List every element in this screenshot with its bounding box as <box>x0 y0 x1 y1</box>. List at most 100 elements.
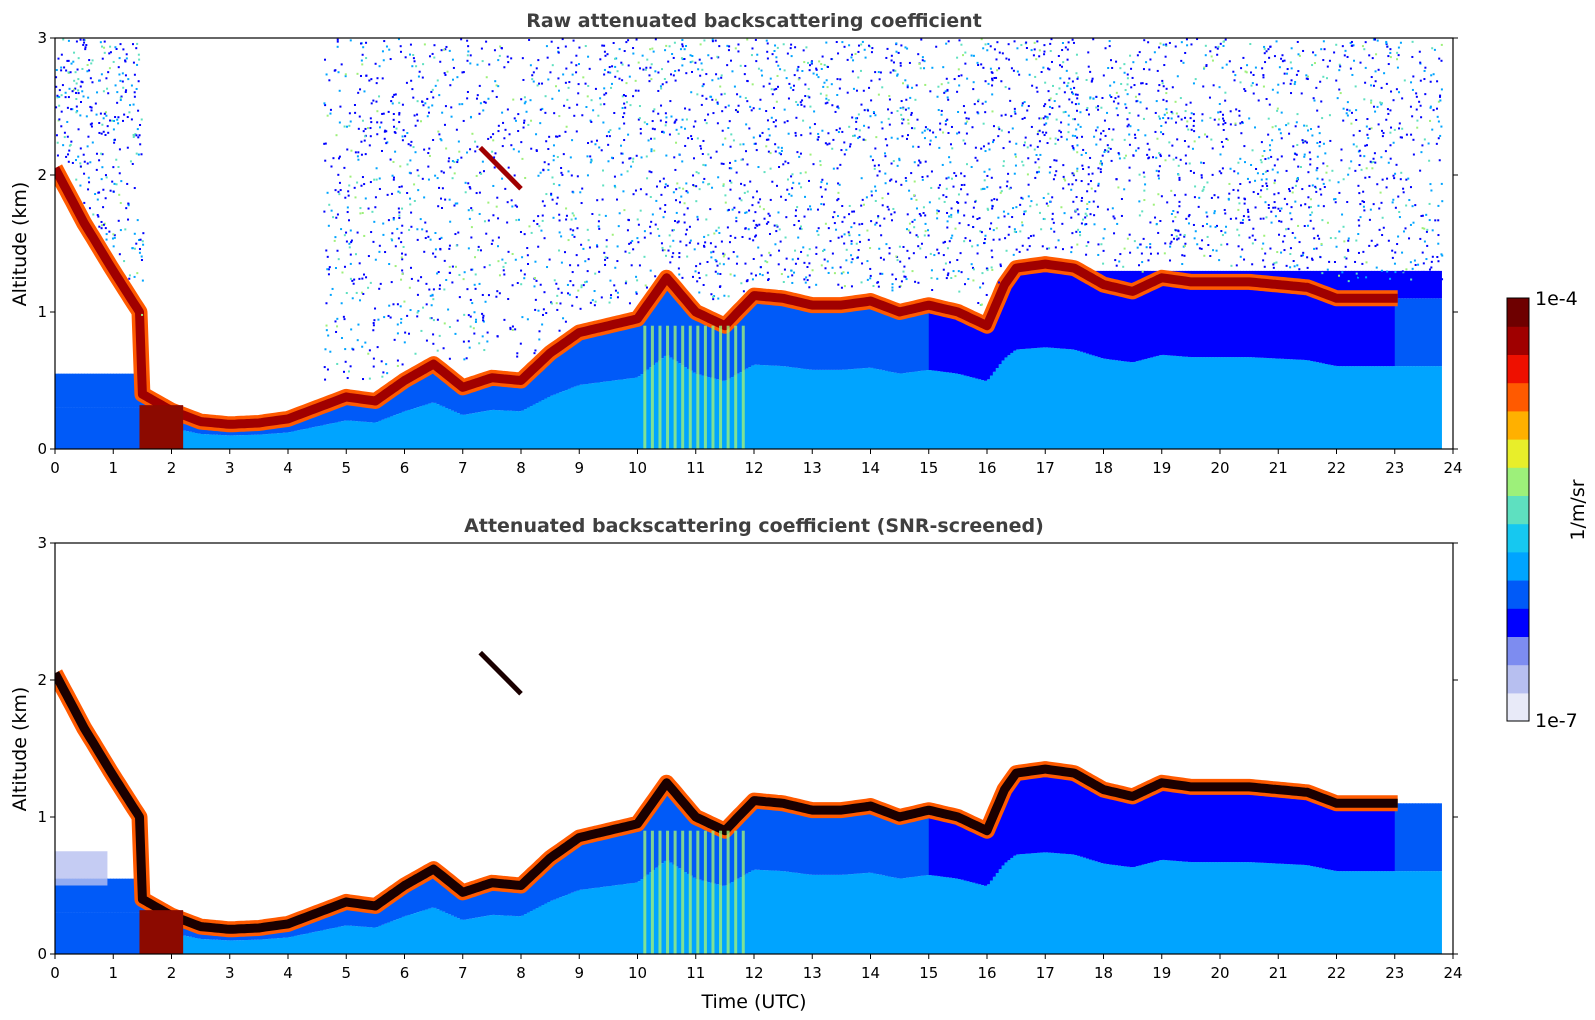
noise-pixel <box>1085 152 1088 155</box>
noise-pixel <box>1263 45 1266 48</box>
aerosol-column <box>474 412 478 449</box>
noise-pixel <box>924 160 927 163</box>
noise-pixel <box>649 225 652 228</box>
noise-pixel <box>535 67 538 70</box>
noise-pixel <box>896 137 899 140</box>
noise-pixel <box>425 339 428 342</box>
aerosol-column <box>1013 270 1017 351</box>
noise-pixel <box>1290 206 1293 209</box>
noise-pixel <box>1023 141 1026 144</box>
noise-pixel <box>703 235 706 238</box>
noise-pixel <box>1190 112 1193 115</box>
noise-pixel <box>401 207 404 210</box>
clear-air-column <box>1388 270 1393 299</box>
noise-pixel <box>851 116 854 119</box>
aerosol-column <box>1388 298 1393 367</box>
aerosol-column <box>369 422 374 449</box>
noise-pixel <box>1048 105 1051 108</box>
noise-pixel <box>481 60 484 63</box>
noise-pixel <box>1127 123 1130 126</box>
noise-pixel <box>810 60 813 63</box>
noise-pixel <box>391 102 394 105</box>
noise-pixel <box>1175 235 1178 238</box>
noise-pixel <box>907 122 910 125</box>
noise-pixel <box>517 218 520 221</box>
noise-pixel <box>1157 231 1160 234</box>
aerosol-column <box>908 372 912 449</box>
aerosol-column <box>1132 361 1137 449</box>
aerosol-column <box>922 306 927 371</box>
noise-pixel <box>1267 157 1270 160</box>
aerosol-column <box>1220 281 1224 358</box>
precip-streak <box>643 325 647 449</box>
aerosol-column <box>462 386 467 415</box>
noise-pixel <box>907 107 910 110</box>
noise-pixel <box>801 70 804 73</box>
noise-pixel <box>861 198 864 201</box>
noise-pixel <box>365 57 368 60</box>
noise-pixel <box>796 206 799 209</box>
noise-pixel <box>1355 118 1358 121</box>
noise-pixel <box>98 121 101 124</box>
aerosol-column <box>797 302 802 369</box>
noise-pixel <box>65 155 68 158</box>
noise-pixel <box>1381 216 1384 219</box>
noise-pixel <box>986 174 989 177</box>
noise-pixel <box>88 181 91 184</box>
noise-pixel <box>469 148 472 151</box>
noise-pixel <box>604 256 607 259</box>
noise-pixel <box>673 156 676 159</box>
noise-pixel <box>929 143 932 146</box>
noise-pixel <box>561 173 564 176</box>
noise-pixel <box>618 48 621 51</box>
noise-pixel <box>938 184 941 187</box>
noise-pixel <box>95 113 98 116</box>
noise-pixel <box>639 127 642 130</box>
aerosol-column <box>893 310 898 373</box>
noise-pixel <box>119 202 122 205</box>
noise-pixel <box>680 57 683 60</box>
noise-pixel <box>347 370 350 373</box>
noise-pixel <box>333 69 336 72</box>
noise-pixel <box>137 136 140 139</box>
noise-pixel <box>102 188 105 191</box>
noise-pixel <box>709 208 712 211</box>
noise-pixel <box>1366 118 1369 121</box>
noise-pixel <box>1411 88 1414 91</box>
aerosol-column <box>1144 358 1148 449</box>
noise-pixel <box>778 249 781 252</box>
noise-pixel <box>85 115 88 118</box>
noise-pixel <box>879 256 882 259</box>
noise-pixel <box>908 189 911 192</box>
noise-pixel <box>541 323 544 326</box>
noise-pixel <box>1020 196 1023 199</box>
noise-pixel <box>331 287 334 290</box>
noise-pixel <box>1138 51 1141 54</box>
noise-pixel <box>348 112 351 115</box>
noise-pixel <box>133 187 136 190</box>
noise-pixel <box>1233 79 1236 82</box>
aerosol-column <box>1353 366 1358 449</box>
noise-pixel <box>614 75 617 78</box>
noise-pixel <box>79 114 82 117</box>
noise-pixel <box>1400 171 1403 174</box>
noise-pixel <box>942 194 945 197</box>
noise-pixel <box>1350 40 1353 43</box>
aerosol-column <box>1030 265 1035 349</box>
noise-pixel <box>1071 145 1074 148</box>
aerosol-column <box>634 377 639 449</box>
noise-pixel <box>1058 129 1061 132</box>
noise-pixel <box>885 56 888 59</box>
noise-pixel <box>1005 185 1008 188</box>
aerosol-column <box>1007 355 1011 449</box>
noise-pixel <box>1106 144 1109 147</box>
noise-pixel <box>1021 224 1024 227</box>
noise-pixel <box>1218 170 1221 173</box>
noise-pixel <box>1207 244 1210 247</box>
noise-pixel <box>880 121 883 124</box>
noise-pixel <box>1095 129 1098 132</box>
noise-pixel <box>986 186 989 189</box>
aerosol-column <box>521 410 525 449</box>
noise-pixel <box>745 211 748 214</box>
noise-pixel <box>342 370 345 373</box>
